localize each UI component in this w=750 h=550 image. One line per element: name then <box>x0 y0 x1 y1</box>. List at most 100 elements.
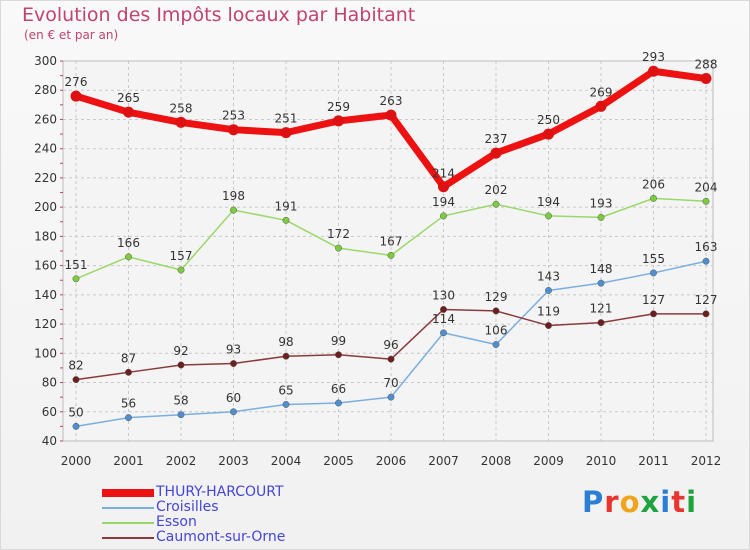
data-label: 127 <box>642 293 665 307</box>
data-label: 191 <box>275 199 298 213</box>
data-label: 65 <box>278 383 293 397</box>
data-label: 269 <box>590 85 613 99</box>
data-label: 87 <box>121 351 136 365</box>
data-point <box>280 127 292 139</box>
data-label: 258 <box>170 101 193 115</box>
x-tick-label: 2000 <box>61 454 92 468</box>
data-point <box>597 319 605 327</box>
data-point <box>387 355 395 363</box>
data-point <box>545 322 552 329</box>
logo-letter: r <box>604 485 620 519</box>
data-label: 163 <box>695 240 718 254</box>
data-label: 194 <box>537 195 560 209</box>
data-label: 166 <box>117 236 140 250</box>
legend-label: Croisilles <box>156 499 219 515</box>
data-point <box>385 109 397 121</box>
data-point <box>387 393 395 401</box>
data-point <box>440 306 447 313</box>
series-esson <box>72 194 710 283</box>
data-point <box>700 73 712 85</box>
x-tick-label: 2012 <box>691 454 722 468</box>
data-point <box>335 351 342 359</box>
data-point <box>177 361 185 369</box>
y-tick-label: 300 <box>34 54 57 68</box>
x-tick-label: 2006 <box>376 454 407 468</box>
data-label: 194 <box>432 195 455 209</box>
data-label: 151 <box>65 258 88 272</box>
data-point <box>70 90 82 102</box>
data-point <box>545 212 552 220</box>
data-point <box>123 106 134 118</box>
x-tick-label: 2007 <box>428 454 459 468</box>
x-tick-label: 2003 <box>218 454 249 468</box>
legend-swatch <box>102 506 154 509</box>
line-chart: 40 60 80 100 120 140 160 180 200 220 240 260 280 300 2… <box>34 50 722 468</box>
data-label: 60 <box>226 391 241 405</box>
data-point <box>543 128 554 140</box>
data-point <box>492 200 500 208</box>
data-point <box>387 251 395 259</box>
data-label: 276 <box>65 75 88 89</box>
legend-item: Croisilles <box>102 500 285 515</box>
x-tick-label: 2005 <box>323 454 354 468</box>
data-point <box>72 275 80 283</box>
data-point <box>333 115 344 127</box>
data-label: 121 <box>590 302 613 316</box>
data-label: 119 <box>537 305 560 319</box>
x-tick-label: 2002 <box>166 454 197 468</box>
legend: THURY-HARCOURT Croisilles Esson Caumont-sur… <box>102 485 285 545</box>
data-point <box>490 147 502 159</box>
data-label: 98 <box>278 335 293 349</box>
data-point <box>282 401 290 408</box>
data-label: 263 <box>380 94 403 108</box>
data-label: 114 <box>432 312 455 326</box>
data-point <box>650 269 657 277</box>
data-point <box>335 399 342 407</box>
logo-letter: P <box>582 485 605 519</box>
y-tick-label: 80 <box>42 376 57 390</box>
data-point <box>335 244 342 252</box>
legend-label: Esson <box>156 514 197 530</box>
data-label: 66 <box>331 382 346 396</box>
logo-letter: t <box>671 485 687 519</box>
data-label: 92 <box>173 344 188 358</box>
legend-label: Caumont-sur-Orne <box>156 529 286 545</box>
data-point <box>545 287 552 294</box>
data-label: 253 <box>222 109 245 123</box>
data-label: 214 <box>432 167 455 181</box>
legend-swatch <box>102 488 154 497</box>
x-tick-label: 2004 <box>271 454 302 468</box>
data-label: 93 <box>226 343 241 357</box>
data-label: 96 <box>383 338 398 352</box>
data-label: 193 <box>590 196 613 210</box>
y-tick-label: 280 <box>34 83 57 97</box>
data-label: 204 <box>695 180 718 194</box>
data-label: 250 <box>537 113 560 127</box>
data-point <box>492 307 500 315</box>
data-point <box>230 360 237 367</box>
data-label: 106 <box>485 324 508 338</box>
data-label: 206 <box>642 177 665 191</box>
logo-letter: i <box>686 485 698 519</box>
data-point <box>175 116 187 128</box>
data-point <box>438 181 449 193</box>
proxiti-logo: Proxiti <box>582 485 697 519</box>
data-point <box>702 197 710 205</box>
data-label: 50 <box>68 405 83 419</box>
data-point <box>492 341 500 348</box>
logo-letter: x <box>640 485 661 519</box>
data-point <box>125 368 132 376</box>
data-label: 251 <box>275 112 298 126</box>
series-thury-harcourt <box>70 65 712 193</box>
legend-swatch <box>102 536 154 539</box>
data-label: 265 <box>117 91 140 105</box>
x-tick-label: 2010 <box>586 454 617 468</box>
data-label: 167 <box>380 234 403 248</box>
data-label: 99 <box>331 334 346 348</box>
data-point <box>230 206 237 214</box>
y-tick-label: 200 <box>34 200 57 214</box>
data-point <box>125 414 132 422</box>
legend-item: Caumont-sur-Orne <box>102 530 285 545</box>
data-label: 127 <box>695 293 718 307</box>
data-point <box>440 212 447 220</box>
